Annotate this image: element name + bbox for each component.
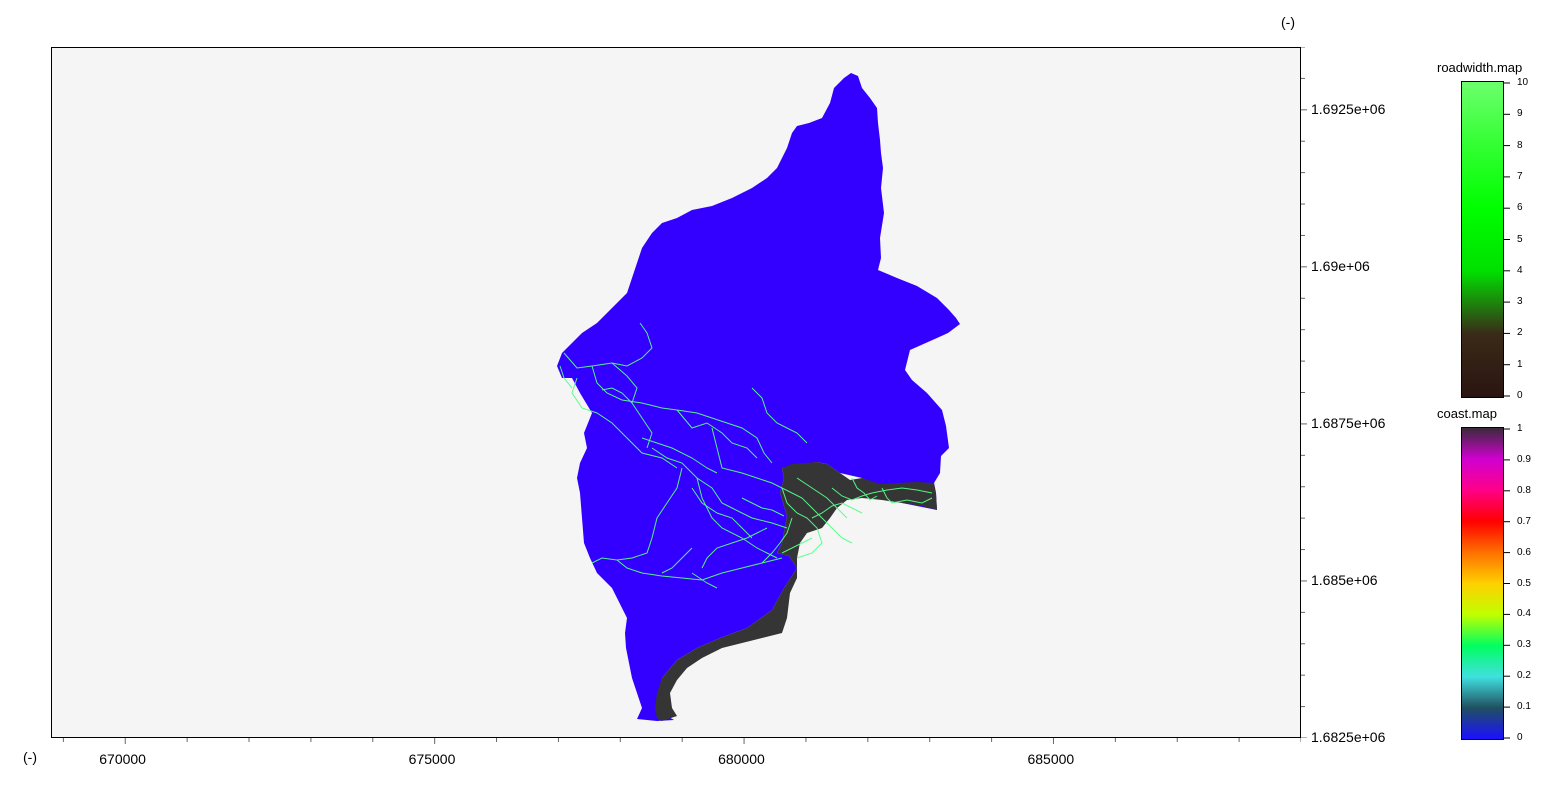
legend-label: 0 bbox=[1517, 390, 1523, 401]
legend-label: 0.8 bbox=[1517, 484, 1531, 496]
legend-label: 7 bbox=[1517, 170, 1523, 182]
legend-label: 0.6 bbox=[1517, 546, 1531, 558]
legend-label: 0.1 bbox=[1517, 701, 1531, 713]
legend-coast: coast.map 1 0.9 0.8 0.7 0.6 0.5 0.4 0.3 … bbox=[1430, 404, 1560, 744]
legend-label: 10 bbox=[1517, 77, 1529, 88]
legend-ticks bbox=[1504, 428, 1510, 739]
legend-label: 8 bbox=[1517, 139, 1523, 151]
y-axis: 1.6925e+06 1.69e+06 1.6875e+06 1.685e+06… bbox=[1301, 47, 1411, 745]
catchment-area bbox=[557, 73, 960, 721]
legend-label: 6 bbox=[1517, 202, 1523, 214]
legend-ticks bbox=[1504, 82, 1510, 397]
legend-title: coast.map bbox=[1437, 406, 1497, 421]
x-axis-unit: (-) bbox=[23, 749, 37, 765]
legend-label: 0.9 bbox=[1517, 453, 1531, 465]
legend-labels: 1 0.9 0.8 0.7 0.6 0.5 0.4 0.3 0.2 0.1 0 bbox=[1517, 423, 1557, 743]
x-tick-label: 685000 bbox=[1027, 751, 1075, 767]
legend-labels: 10 9 8 7 6 5 4 3 2 1 0 bbox=[1517, 77, 1557, 401]
x-tick-label: 675000 bbox=[408, 751, 456, 767]
legend-label: 0.2 bbox=[1517, 670, 1531, 682]
legend-label: 0.5 bbox=[1517, 577, 1531, 589]
map-canvas[interactable] bbox=[51, 47, 1301, 738]
legend-label: 0.3 bbox=[1517, 639, 1531, 651]
x-tick-label: 680000 bbox=[718, 751, 765, 767]
x-axis-ticks bbox=[62, 738, 1301, 744]
y-tick-label: 1.6925e+06 bbox=[1311, 100, 1386, 117]
y-axis-ticks bbox=[1301, 47, 1307, 738]
y-axis-unit: (-) bbox=[1281, 14, 1295, 30]
legend-label: 1 bbox=[1517, 358, 1523, 370]
legend-label: 5 bbox=[1517, 233, 1523, 245]
legend-label: 2 bbox=[1517, 327, 1523, 339]
legend-roadwidth: roadwidth.map 10 9 8 7 6 5 4 3 2 1 0 bbox=[1430, 58, 1560, 402]
map-raster bbox=[557, 73, 960, 721]
legend-label: 3 bbox=[1517, 296, 1523, 308]
y-tick-label: 1.69e+06 bbox=[1311, 257, 1370, 274]
legend-colorbar bbox=[1461, 427, 1504, 740]
y-tick-label: 1.6875e+06 bbox=[1311, 414, 1386, 431]
y-tick-label: 1.685e+06 bbox=[1311, 571, 1378, 588]
legend-label: 9 bbox=[1517, 108, 1523, 120]
x-axis: 670000 675000 680000 685000 bbox=[51, 738, 1301, 778]
legend-label: 0 bbox=[1517, 732, 1523, 743]
legend-label: 0.4 bbox=[1517, 608, 1531, 620]
legend-label: 4 bbox=[1517, 264, 1523, 276]
coastal-strip bbox=[655, 462, 937, 721]
legend-label: 1 bbox=[1517, 423, 1523, 434]
legend-title: roadwidth.map bbox=[1437, 60, 1523, 75]
road-network bbox=[559, 322, 933, 589]
legend-label: 0.7 bbox=[1517, 515, 1531, 527]
y-tick-label: 1.6825e+06 bbox=[1311, 729, 1386, 745]
legend-colorbar bbox=[1461, 81, 1504, 398]
x-tick-label: 670000 bbox=[99, 751, 146, 767]
